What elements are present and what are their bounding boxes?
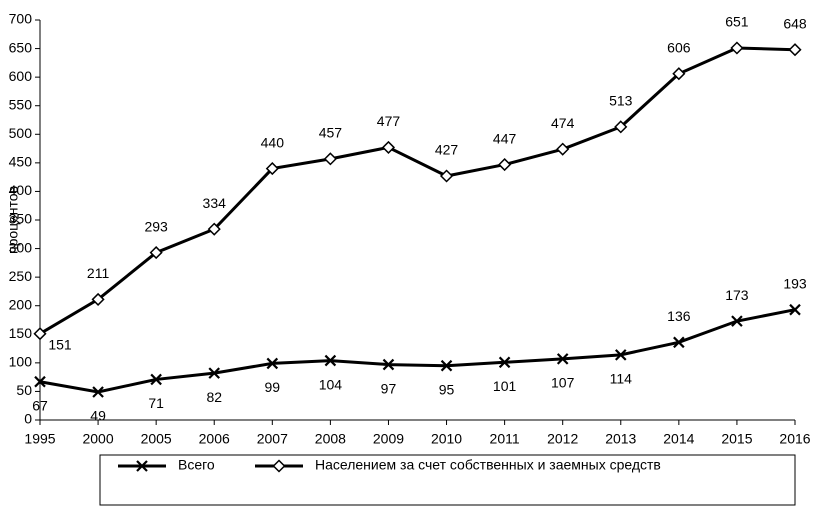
marker <box>556 353 569 365</box>
marker <box>323 152 337 166</box>
data-label: 114 <box>610 371 633 387</box>
y-tick-label: 500 <box>9 125 33 141</box>
marker <box>265 162 279 176</box>
data-label: 334 <box>203 195 227 211</box>
data-label: 97 <box>381 380 397 396</box>
data-label: 101 <box>493 378 517 394</box>
marker <box>92 386 104 398</box>
data-label: 82 <box>206 389 222 405</box>
data-label: 293 <box>144 218 168 234</box>
marker <box>730 41 744 55</box>
y-tick-label: 700 <box>9 11 33 27</box>
marker <box>672 67 686 81</box>
marker <box>208 367 221 379</box>
data-label: 67 <box>32 397 48 413</box>
data-label: 107 <box>551 375 575 391</box>
marker <box>788 43 802 57</box>
y-tick-label: 50 <box>16 382 32 398</box>
x-tick-label: 2005 <box>141 431 172 447</box>
data-label: 457 <box>319 125 343 141</box>
marker <box>673 336 685 349</box>
y-tick-label: 100 <box>9 354 33 370</box>
data-label: 99 <box>265 379 281 395</box>
legend-label: Всего <box>178 457 215 473</box>
data-label: 193 <box>783 275 807 291</box>
x-tick-label: 2011 <box>490 431 520 447</box>
marker <box>498 158 512 172</box>
x-tick-label: 2009 <box>373 431 404 447</box>
data-label: 447 <box>493 130 517 146</box>
data-label: 606 <box>667 39 691 55</box>
x-tick-label: 2014 <box>663 431 694 447</box>
marker <box>272 459 286 473</box>
x-tick-label: 2012 <box>547 431 578 447</box>
data-label: 427 <box>435 142 459 158</box>
legend-box <box>99 454 796 506</box>
marker <box>136 460 148 472</box>
data-label: 513 <box>609 93 633 109</box>
marker <box>614 120 628 134</box>
line <box>39 308 796 394</box>
marker <box>91 292 105 306</box>
x-tick-label: 2006 <box>199 431 230 447</box>
y-tick-label: 150 <box>9 325 33 341</box>
x-tick-label: 2015 <box>721 431 752 447</box>
data-label: 211 <box>87 265 110 281</box>
marker <box>381 140 396 154</box>
data-label: 477 <box>377 113 401 129</box>
y-tick-label: 650 <box>9 39 33 55</box>
y-tick-label: 350 <box>9 211 33 227</box>
y-axis-label: процентов <box>5 186 21 254</box>
y-tick-label: 550 <box>9 96 33 112</box>
data-label: 474 <box>551 115 575 131</box>
marker <box>556 142 570 156</box>
data-label: 648 <box>783 15 807 31</box>
x-tick-label: 1995 <box>24 431 55 447</box>
marker <box>266 357 279 370</box>
y-tick-label: 600 <box>9 68 33 84</box>
x-tick-label: 2010 <box>431 431 462 447</box>
marker <box>207 222 221 236</box>
marker <box>382 358 395 371</box>
marker <box>150 373 162 386</box>
line <box>39 46 796 336</box>
x-tick-label: 2016 <box>779 431 810 447</box>
data-label: 151 <box>48 336 72 352</box>
x-tick-label: 2000 <box>82 431 113 447</box>
y-tick-label: 300 <box>9 239 33 255</box>
data-label: 136 <box>667 308 691 324</box>
legend-label: Населением за счет собственных и заемных… <box>315 457 661 473</box>
data-label: 173 <box>725 287 749 303</box>
marker <box>789 303 801 316</box>
x-tick-label: 2013 <box>605 431 636 447</box>
marker <box>439 169 454 183</box>
y-tick-label: 200 <box>9 296 33 312</box>
marker <box>324 354 337 367</box>
y-tick-label: 250 <box>9 268 33 284</box>
data-label: 440 <box>261 134 285 150</box>
marker <box>149 246 163 260</box>
data-label: 651 <box>725 14 749 30</box>
y-tick-label: 0 <box>24 411 32 427</box>
y-tick-label: 450 <box>9 154 33 170</box>
y-tick-label: 400 <box>9 182 33 198</box>
marker <box>498 356 511 369</box>
data-label: 49 <box>90 408 106 424</box>
marker <box>440 359 453 372</box>
data-label: 95 <box>439 381 455 397</box>
x-tick-label: 2008 <box>315 431 346 447</box>
data-label: 104 <box>319 376 343 392</box>
marker <box>33 327 47 341</box>
marker <box>731 315 743 327</box>
marker <box>34 375 46 388</box>
x-tick-label: 2007 <box>257 431 288 447</box>
data-label: 71 <box>148 395 164 411</box>
marker <box>614 349 627 361</box>
